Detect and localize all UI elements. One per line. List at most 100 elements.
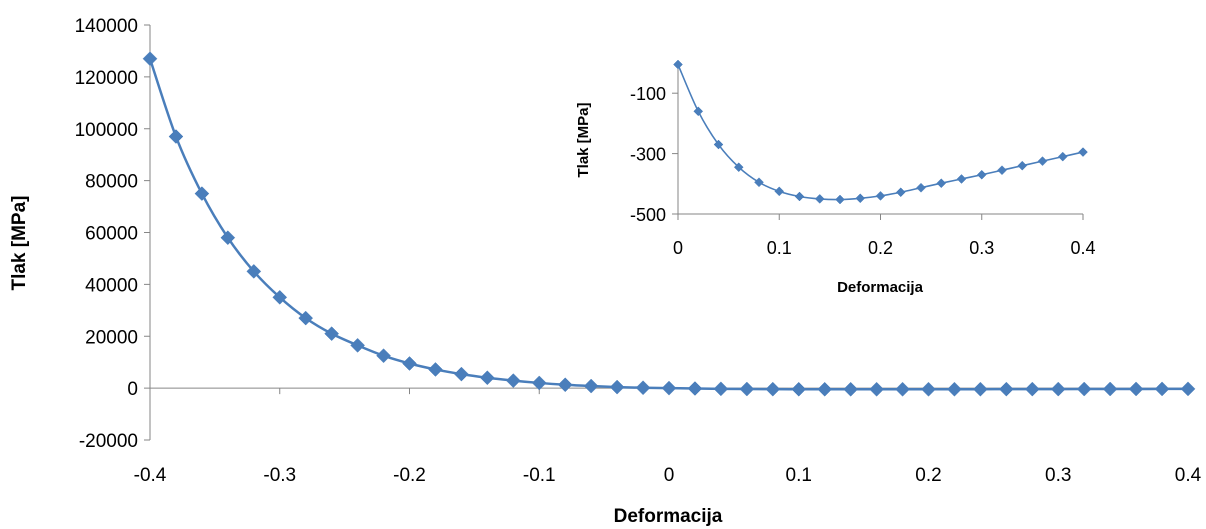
main-data-point <box>324 326 340 342</box>
inset-data-point <box>794 191 805 202</box>
main-data-point <box>687 381 703 396</box>
main-data-point <box>895 381 910 397</box>
main-x-tick-label: 0.2 <box>915 465 941 486</box>
inset-series-line <box>677 64 1084 201</box>
main-data-point <box>1154 381 1170 397</box>
main-y-tick-label: 60000 <box>85 224 138 245</box>
main-data-point <box>142 51 158 67</box>
inset-data-point <box>1078 147 1088 157</box>
main-y-tick-label: 140000 <box>75 16 138 37</box>
inset-y-tick-label: -300 <box>630 145 666 165</box>
inset-x-tick-label: 0.2 <box>868 238 893 258</box>
main-data-point <box>272 289 288 305</box>
main-data-point <box>402 356 417 371</box>
inset-series-markers <box>673 59 1088 205</box>
main-x-tick-labels: -0.4 -0.3 -0.2 -0.1 0 0.1 0.2 0.3 0.4 <box>134 465 1202 486</box>
main-data-point <box>531 375 547 391</box>
inset-data-point <box>875 191 886 201</box>
main-y-tick-label: 120000 <box>75 68 138 89</box>
main-data-point <box>220 230 236 246</box>
inset-y-tick-label: -100 <box>630 84 666 104</box>
main-data-point <box>843 381 859 397</box>
main-y-axis-label: Tlak [MPa] <box>9 195 30 290</box>
main-y-tick-label: 100000 <box>75 120 138 141</box>
inset-x-axis-label: Deformacija <box>837 279 924 296</box>
inset-data-point <box>976 169 987 180</box>
main-y-tick-label: -20000 <box>79 431 138 452</box>
main-x-tick-label: 0 <box>664 465 675 486</box>
inset-x-tick-label: 0 <box>673 238 683 258</box>
inset-data-point <box>693 106 704 117</box>
inset-x-tick-label: 0.1 <box>767 238 792 258</box>
inset-data-point <box>1017 160 1028 171</box>
main-data-point <box>376 348 391 364</box>
inset-y-tick-labels: -500 -300 -100 <box>630 84 666 225</box>
main-data-point <box>168 129 184 144</box>
main-data-point <box>765 381 781 397</box>
main-x-tick-label: -0.1 <box>523 465 556 486</box>
main-data-point <box>947 381 962 397</box>
main-data-point <box>246 264 262 279</box>
main-x-axis-label: Deformacija <box>614 506 723 527</box>
inset-x-tick-labels: 0 0.1 0.2 0.3 0.4 <box>673 238 1096 258</box>
main-data-point <box>817 381 833 397</box>
inset-tick-marks <box>672 92 1084 220</box>
inset-x-tick-label: 0.3 <box>969 238 994 258</box>
main-data-point <box>791 381 807 397</box>
inset-x-tick-label: 0.4 <box>1070 238 1095 258</box>
main-x-tick-label: 0.1 <box>786 465 812 486</box>
inset-data-point <box>1037 156 1048 167</box>
main-data-point <box>350 337 365 353</box>
main-y-tick-label: 40000 <box>85 275 138 296</box>
main-data-point <box>661 380 677 396</box>
inset-data-point <box>997 165 1007 176</box>
main-data-point <box>298 310 314 326</box>
inset-data-point <box>713 139 724 150</box>
main-data-point <box>713 381 729 397</box>
inset-data-point <box>754 177 764 188</box>
main-x-tick-label: -0.2 <box>393 465 426 486</box>
main-y-tick-label: 20000 <box>85 327 138 348</box>
inset-y-tick-label: -500 <box>630 205 666 225</box>
main-data-point <box>998 381 1014 397</box>
main-data-point <box>557 377 573 393</box>
main-data-point <box>635 380 651 396</box>
main-data-point <box>428 362 443 377</box>
main-data-point <box>1024 381 1040 397</box>
main-data-point <box>869 381 884 397</box>
main-data-point <box>479 370 495 386</box>
main-data-point <box>609 379 625 395</box>
inset-data-point <box>895 187 906 198</box>
inset-data-point <box>855 193 866 204</box>
main-data-point <box>454 366 469 382</box>
inset-data-point <box>733 162 744 173</box>
inset-data-point <box>1057 151 1068 162</box>
main-data-point <box>921 381 936 397</box>
inset-data-point <box>936 178 947 189</box>
main-tick-marks <box>144 24 1189 441</box>
inset-y-axis-label: Tlak [MPa] <box>575 102 592 177</box>
main-data-point <box>505 373 521 388</box>
main-data-point <box>1076 381 1092 397</box>
main-data-point <box>1050 381 1066 397</box>
inset-data-point <box>916 182 926 193</box>
main-data-point <box>1180 381 1196 397</box>
main-series-markers <box>142 51 1196 397</box>
main-data-point <box>583 378 599 394</box>
main-data-point <box>739 381 755 397</box>
inset-data-point <box>835 194 845 205</box>
main-x-tick-label: 0.3 <box>1045 465 1071 486</box>
inset-plot: -500 -300 -100 0 0.1 0.2 0.3 0.4 Deformacija T… <box>575 59 1096 296</box>
main-data-point <box>1128 381 1144 397</box>
main-x-tick-label: -0.4 <box>134 465 167 486</box>
main-y-tick-label: 80000 <box>85 172 138 193</box>
inset-data-point <box>814 194 825 204</box>
main-data-point <box>1102 381 1118 397</box>
main-data-point <box>973 381 988 397</box>
main-series-line <box>148 58 1189 391</box>
inset-data-point <box>774 186 785 197</box>
inset-data-point <box>956 174 967 184</box>
main-y-tick-label: 0 <box>127 379 138 400</box>
main-x-tick-label: -0.3 <box>263 465 296 486</box>
